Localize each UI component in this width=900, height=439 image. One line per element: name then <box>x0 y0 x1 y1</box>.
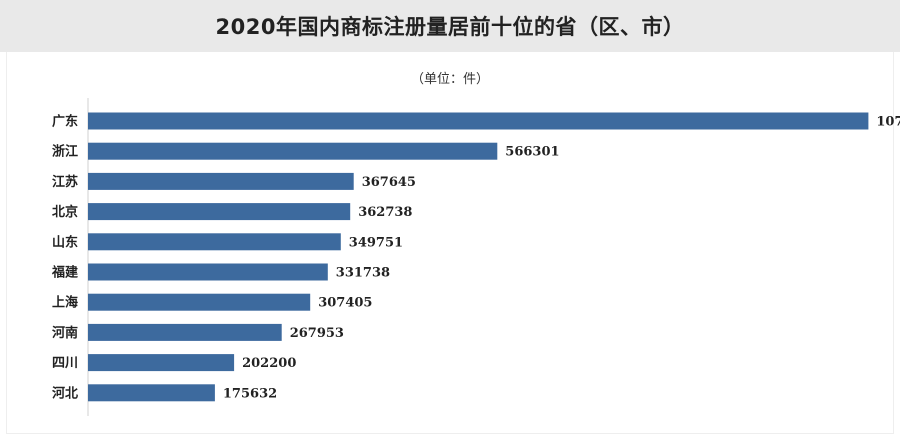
value-label-3: 362738 <box>358 205 412 220</box>
bar-9 <box>88 384 215 402</box>
value-label-7: 267953 <box>290 326 344 341</box>
value-label-6: 307405 <box>318 296 372 311</box>
bar-0 <box>88 112 869 130</box>
value-label-4: 349751 <box>349 235 403 250</box>
value-label-9: 175632 <box>223 386 277 401</box>
category-label-1: 浙江 <box>52 144 78 160</box>
value-label-0: 1079852 <box>876 115 900 130</box>
category-label-7: 河南 <box>52 325 78 341</box>
value-label-5: 331738 <box>336 266 390 281</box>
category-label-8: 四川 <box>52 356 78 371</box>
category-label-3: 北京 <box>52 204 78 220</box>
value-label-8: 202200 <box>242 356 296 371</box>
plot-frame <box>6 52 894 434</box>
category-label-5: 福建 <box>51 265 78 281</box>
bar-5 <box>88 263 328 281</box>
bar-6 <box>88 293 311 311</box>
bar-2 <box>88 172 354 190</box>
bar-3 <box>88 203 351 221</box>
bar-7 <box>88 323 282 341</box>
value-label-1: 566301 <box>505 145 559 160</box>
chart-header: 2020年国内商标注册量居前十位的省（区、市） <box>0 0 900 52</box>
category-label-6: 上海 <box>52 295 78 311</box>
chart-subtitle: （单位：件） <box>410 72 489 87</box>
category-label-2: 江苏 <box>52 174 78 190</box>
category-label-4: 山东 <box>52 234 78 250</box>
chart-title: 2020年国内商标注册量居前十位的省（区、市） <box>215 15 685 39</box>
bar-4 <box>88 233 341 251</box>
value-label-2: 367645 <box>362 175 416 190</box>
category-label-0: 广东 <box>52 114 78 130</box>
bar-1 <box>88 142 498 160</box>
bar-8 <box>88 354 235 372</box>
category-label-9: 河北 <box>52 385 78 401</box>
